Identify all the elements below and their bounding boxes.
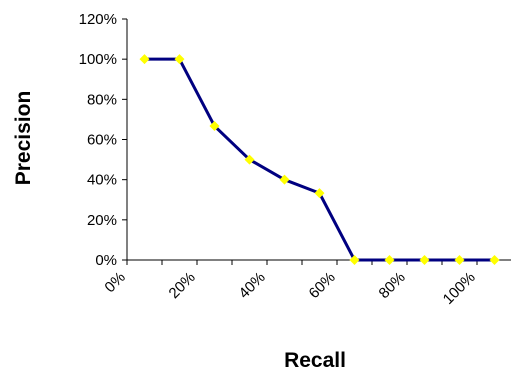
y-tick-label: 100%: [79, 51, 117, 68]
y-tick-label: 0%: [95, 252, 117, 269]
x-axis: 0% 20% 40% 60% 80% 100%: [101, 259, 511, 308]
y-axis: 0% 20% 40% 60% 80% 100% 120%: [79, 11, 128, 269]
y-tick-label: 20%: [87, 212, 117, 229]
series-line: [144, 57, 495, 262]
data-point: [139, 54, 150, 65]
x-tick-label: 40%: [236, 269, 269, 302]
data-point: [209, 121, 220, 132]
data-point: [419, 255, 430, 265]
y-tick-label: 120%: [79, 11, 117, 28]
data-point: [489, 255, 500, 265]
y-tick-label: 40%: [87, 172, 117, 189]
series-group: [139, 54, 500, 265]
x-tick-label: 60%: [306, 269, 339, 302]
x-axis-title: Recall: [284, 349, 346, 372]
data-point: [244, 154, 255, 165]
y-axis-title: Precision: [12, 91, 35, 186]
data-point: [349, 255, 360, 265]
data-point: [454, 255, 465, 265]
x-tick-label: 100%: [440, 269, 479, 308]
x-tick-label: 0%: [101, 269, 128, 296]
x-tick-label: 20%: [166, 269, 199, 302]
data-point: [314, 188, 325, 199]
y-tick-label: 60%: [87, 132, 117, 149]
y-tick-label: 80%: [87, 91, 117, 108]
data-point: [384, 255, 395, 265]
x-tick-label: 80%: [376, 269, 409, 302]
data-point: [279, 174, 290, 185]
data-point: [174, 54, 185, 65]
